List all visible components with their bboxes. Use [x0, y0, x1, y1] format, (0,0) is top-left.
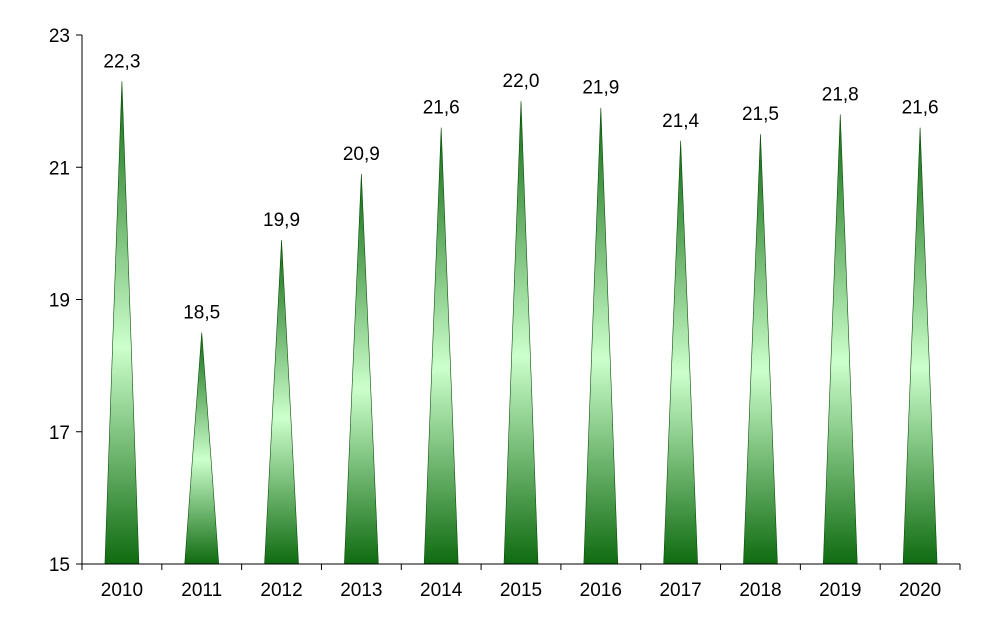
- bar-2010: [104, 81, 140, 565]
- x-tick-label-2010: 2010: [101, 580, 143, 601]
- x-tick-label-2014: 2014: [420, 580, 463, 601]
- y-tick-label-23: 23: [49, 26, 70, 47]
- x-tick-label-2016: 2016: [580, 580, 622, 601]
- axes-group: [76, 34, 961, 570]
- bar-2016: [583, 107, 619, 565]
- data-label-2012: 19,9: [263, 210, 300, 231]
- bar-2020: [902, 127, 938, 565]
- labels-group: 22,3 2010 18,5 2011 19,9 2012 20,9 2013 21,6 2014…: [49, 26, 941, 601]
- x-tick-label-2015: 2015: [500, 580, 542, 601]
- bar-2013: [344, 173, 379, 565]
- bar-2019: [822, 114, 858, 565]
- data-label-2019: 21,8: [822, 84, 859, 105]
- data-label-2011: 18,5: [183, 303, 220, 324]
- data-label-2014: 21,6: [423, 98, 460, 119]
- bar-2015: [503, 101, 539, 565]
- data-label-2018: 21,5: [742, 104, 779, 125]
- y-tick-label-17: 17: [49, 423, 70, 444]
- bar-2018: [743, 134, 778, 565]
- x-tick-label-2020: 2020: [899, 580, 941, 601]
- data-label-2010: 22,3: [103, 51, 140, 72]
- y-tick-label-21: 21: [49, 158, 70, 179]
- y-tick-label-15: 15: [49, 555, 70, 576]
- data-label-2017: 21,4: [662, 111, 699, 132]
- data-label-2015: 22,0: [503, 71, 540, 92]
- data-label-2013: 20,9: [343, 144, 380, 165]
- bar-2012: [264, 239, 299, 565]
- x-tick-label-2019: 2019: [819, 580, 861, 601]
- x-tick-label-2018: 2018: [739, 580, 781, 601]
- y-tick-label-19: 19: [49, 291, 70, 312]
- bar-2017: [663, 140, 698, 565]
- bar-2014: [423, 127, 459, 565]
- bars-group: [104, 81, 938, 565]
- bar-2011: [184, 332, 220, 565]
- x-tick-label-2017: 2017: [659, 580, 701, 601]
- data-label-2020: 21,6: [902, 98, 939, 119]
- data-label-2016: 21,9: [582, 78, 619, 99]
- x-tick-label-2011: 2011: [181, 580, 222, 601]
- x-tick-label-2012: 2012: [260, 580, 302, 601]
- x-tick-label-2013: 2013: [340, 580, 382, 601]
